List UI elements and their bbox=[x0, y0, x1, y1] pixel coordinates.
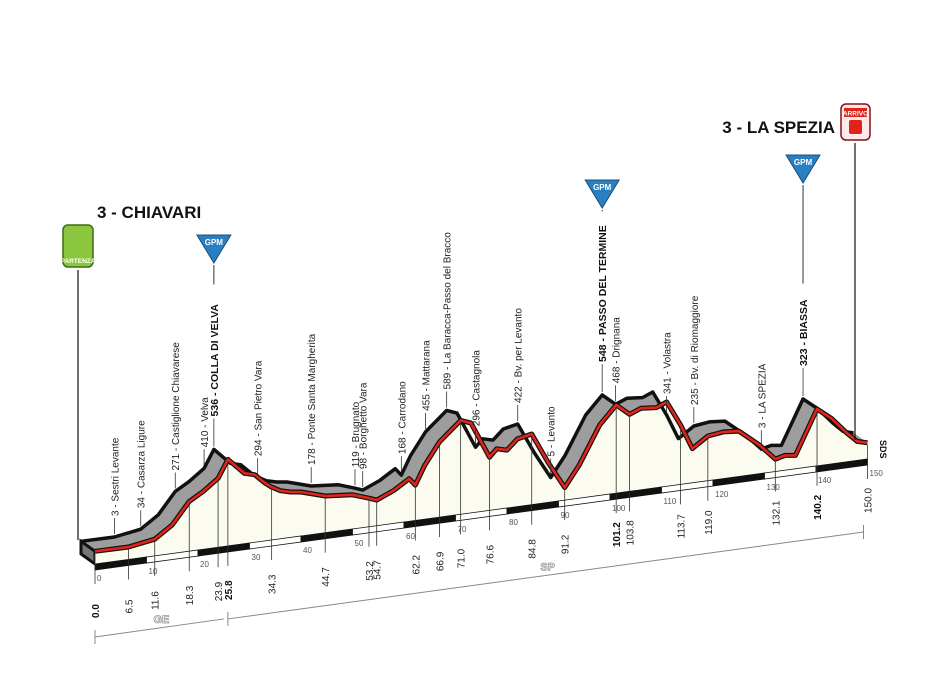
arrivo-banner bbox=[844, 108, 867, 117]
km-label: 66.9 bbox=[436, 551, 447, 571]
province-label: GE bbox=[153, 614, 169, 626]
km-tick-label: 80 bbox=[509, 518, 518, 527]
km-label: 101.2 bbox=[612, 522, 623, 547]
km-tick-label: 140 bbox=[818, 476, 832, 485]
km-label: 0.0 bbox=[91, 604, 102, 618]
place-label: 422 - Bv. per Levanto bbox=[514, 308, 525, 403]
place-label: 3 - Sestri Levante bbox=[110, 437, 121, 516]
place-label: 119 - Brugnato bbox=[351, 401, 362, 467]
province-line bbox=[227, 531, 864, 620]
finish-city-title: 3 - LA SPEZIA bbox=[722, 118, 835, 137]
km-label: 140.2 bbox=[813, 494, 824, 519]
place-label: 548 - PASSO DEL TERMINE bbox=[597, 225, 609, 362]
gpm-label: GPM bbox=[593, 183, 612, 192]
km-label: 119.0 bbox=[704, 510, 715, 535]
place-label: 168 - Carrodano bbox=[397, 381, 408, 454]
partenza-label: PARTENZA bbox=[61, 258, 96, 265]
gpm-icon bbox=[195, 234, 232, 264]
km-label: 91.2 bbox=[561, 534, 572, 554]
province-line bbox=[94, 618, 224, 638]
arrivo-symbol bbox=[849, 120, 862, 134]
km-tick-label: 60 bbox=[406, 532, 415, 541]
gpm-icon bbox=[785, 154, 821, 184]
km-tick-label: 0 bbox=[97, 574, 102, 583]
km-tick-label: 50 bbox=[355, 539, 364, 548]
place-label: 296 - Castagnola bbox=[471, 350, 482, 427]
place-label: 536 - COLLA DI VELVA bbox=[209, 304, 221, 417]
km-label: 113.7 bbox=[677, 514, 688, 539]
gpm-label: GPM bbox=[794, 158, 813, 167]
km-tick-label: 20 bbox=[200, 560, 209, 569]
km-tick-label: 40 bbox=[303, 546, 312, 555]
place-label: 5 - Levanto bbox=[547, 406, 558, 456]
km-tick-label: 100 bbox=[612, 504, 626, 513]
place-label: 3 - LA SPEZIA bbox=[757, 363, 768, 428]
arrivo-label: ARRIVO bbox=[843, 111, 868, 118]
km-label: 11.6 bbox=[151, 591, 162, 610]
km-tick-label: 110 bbox=[664, 497, 677, 506]
km-label: 44.7 bbox=[321, 567, 332, 587]
sds-label: SDS bbox=[878, 440, 888, 459]
km-tick-label: 120 bbox=[715, 490, 729, 499]
place-label: 98 - Borghetto Vara bbox=[359, 382, 370, 469]
km-tick-label: 90 bbox=[561, 511, 570, 520]
profile-line bbox=[94, 400, 868, 553]
km-tick-label: 10 bbox=[149, 567, 158, 576]
km-label: 62.2 bbox=[411, 555, 422, 575]
km-label: 53.2 bbox=[365, 561, 376, 581]
place-label: 455 - Mattarana bbox=[422, 340, 433, 411]
gpm-icon bbox=[584, 179, 621, 209]
place-label: 235 - Bv. di Riomaggiore bbox=[690, 295, 701, 405]
place-label: 341 - Volastra bbox=[663, 332, 674, 394]
km-label: 150.0 bbox=[864, 488, 875, 513]
partenza-icon bbox=[62, 224, 94, 268]
km-tick-label: 70 bbox=[458, 525, 467, 534]
km-label: 18.3 bbox=[185, 585, 196, 605]
place-label: 410 - Velva bbox=[200, 397, 211, 447]
km-label: 34.3 bbox=[268, 574, 279, 594]
place-label: 589 - La Baracca-Passo del Bracco bbox=[443, 232, 454, 390]
province-label: SP bbox=[540, 561, 555, 573]
km-label: 103.8 bbox=[626, 520, 637, 545]
km-label: 76.6 bbox=[485, 544, 496, 564]
place-label: 294 - San Pietro Vara bbox=[254, 360, 265, 456]
gpm-label: GPM bbox=[205, 238, 224, 247]
km-label: 6.5 bbox=[124, 599, 135, 613]
km-label: 25.8 bbox=[224, 580, 235, 600]
km-label: 132.1 bbox=[771, 500, 782, 525]
place-label: 178 - Ponte Santa Margherita bbox=[307, 333, 318, 465]
place-label: 323 - BIASSA bbox=[798, 299, 810, 366]
place-label: 34 - Casarza Ligure bbox=[137, 420, 148, 508]
km-label: 71.0 bbox=[457, 548, 468, 568]
profile-front-face bbox=[95, 402, 868, 564]
place-label: 271 - Castiglione Chiavarese bbox=[171, 342, 182, 471]
km-label: 54.7 bbox=[373, 560, 384, 580]
km-label: 84.8 bbox=[528, 539, 539, 559]
km-tick-label: 150 bbox=[870, 469, 884, 478]
km-label: 23.9 bbox=[214, 581, 225, 601]
km-tick-label: 130 bbox=[767, 483, 781, 492]
place-label: 468 - Drignana bbox=[612, 317, 623, 384]
km-tick-label: 30 bbox=[252, 553, 261, 562]
start-city-title: 3 - CHIAVARI bbox=[97, 203, 201, 222]
